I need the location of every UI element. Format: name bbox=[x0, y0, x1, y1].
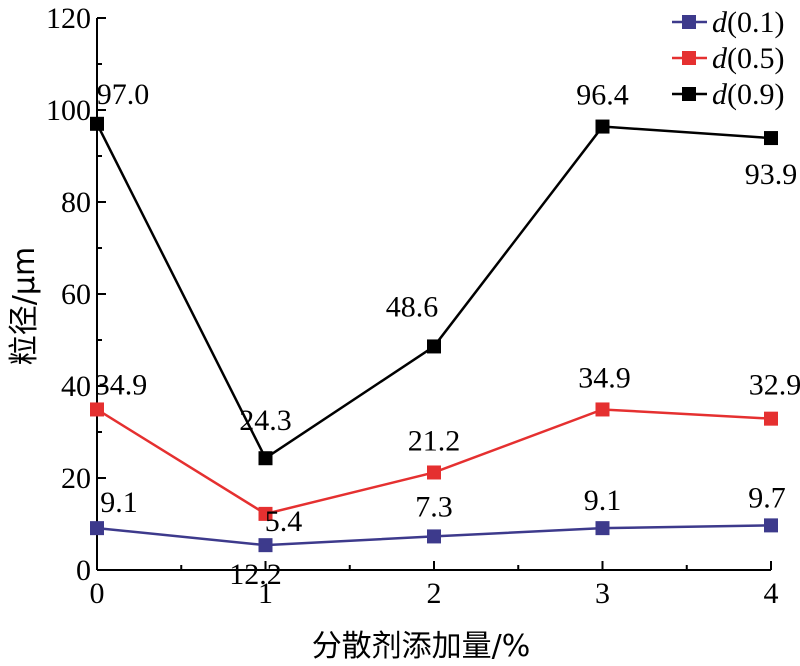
x-tick-label: 1 bbox=[258, 577, 273, 610]
data-label: 32.9 bbox=[749, 369, 800, 402]
data-label: 24.3 bbox=[239, 404, 292, 437]
x-tick-label: 4 bbox=[764, 577, 779, 610]
y-tick-label: 120 bbox=[46, 2, 91, 35]
x-tick-label: 0 bbox=[90, 577, 105, 610]
series-point bbox=[90, 521, 104, 536]
data-label: 5.4 bbox=[265, 505, 303, 538]
series-point bbox=[595, 119, 610, 134]
y-tick-label: 20 bbox=[61, 462, 91, 495]
legend-marker bbox=[682, 51, 696, 65]
series-point bbox=[427, 339, 441, 354]
series-point bbox=[764, 518, 778, 533]
data-labels: 9.1 5.4 7.3 9.1 9.7 34.9 12.2 21.2 34.9 32.9 97.0 2… bbox=[95, 78, 800, 591]
legend-label-suffix: (0.5) bbox=[727, 42, 784, 75]
series-point bbox=[258, 451, 273, 466]
legend-label-suffix: (0.9) bbox=[727, 78, 784, 111]
legend: d(0.1)d(0.5)d(0.9) bbox=[672, 6, 784, 111]
series-layer bbox=[90, 116, 778, 553]
data-label: 97.0 bbox=[97, 78, 150, 111]
legend-label-prefix: d bbox=[712, 6, 728, 39]
y-tick-label: 0 bbox=[76, 554, 91, 587]
data-label: 7.3 bbox=[415, 490, 453, 523]
series-point bbox=[764, 131, 778, 146]
legend-label: d(0.9) bbox=[712, 78, 784, 111]
y-tick-label: 40 bbox=[61, 370, 91, 403]
data-label: 48.6 bbox=[386, 290, 439, 323]
series-point bbox=[427, 529, 441, 544]
data-label: 21.2 bbox=[408, 424, 461, 457]
y-axis-title: 粒径/μm bbox=[7, 247, 42, 365]
legend-label: d(0.1) bbox=[712, 6, 784, 39]
data-label: 9.7 bbox=[748, 481, 786, 514]
y-tick-label: 60 bbox=[61, 278, 91, 311]
y-tick-label: 80 bbox=[61, 186, 91, 219]
axes: 0 20 40 60 80 100 120 0 1 2 3 4 bbox=[46, 2, 779, 610]
series-point bbox=[90, 116, 104, 131]
legend-marker bbox=[682, 15, 696, 29]
legend-label-suffix: (0.1) bbox=[727, 6, 784, 39]
series-point bbox=[595, 402, 610, 417]
x-tick-label: 3 bbox=[595, 577, 610, 610]
legend-label: d(0.5) bbox=[712, 42, 784, 75]
data-label: 9.1 bbox=[584, 484, 622, 517]
legend-label-prefix: d bbox=[712, 78, 728, 111]
series-point bbox=[90, 402, 104, 417]
data-label: 93.9 bbox=[745, 158, 798, 191]
data-label: 9.1 bbox=[100, 486, 138, 519]
y-tick-label: 100 bbox=[46, 94, 91, 127]
series-point bbox=[764, 411, 778, 426]
data-label: 96.4 bbox=[576, 79, 629, 112]
x-axis-title: 分散剂添加量/% bbox=[312, 629, 531, 664]
data-label: 12.2 bbox=[229, 558, 282, 591]
series-point bbox=[258, 506, 273, 521]
series-point bbox=[595, 521, 610, 536]
series-point bbox=[258, 538, 273, 553]
series-point bbox=[427, 465, 441, 480]
data-label: 34.9 bbox=[578, 361, 631, 394]
data-label: 34.9 bbox=[95, 368, 148, 401]
x-tick-label: 2 bbox=[427, 577, 442, 610]
legend-label-prefix: d bbox=[712, 42, 728, 75]
legend-marker bbox=[682, 87, 696, 101]
